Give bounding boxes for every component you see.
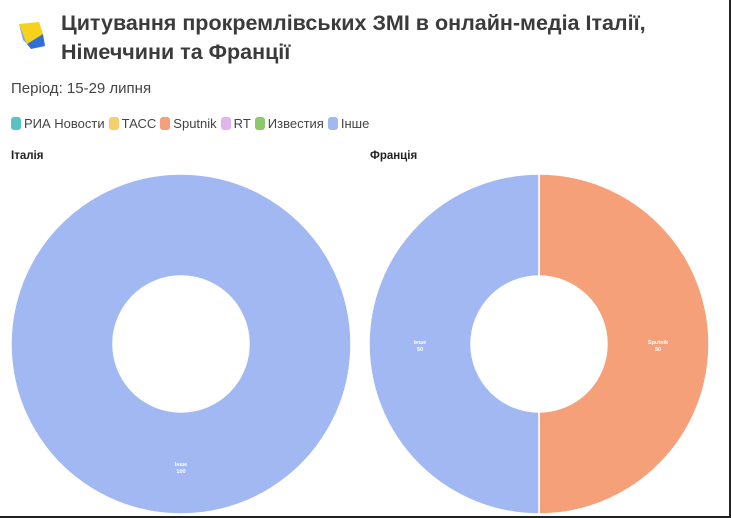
slice-label: Sputnik 50	[648, 340, 669, 353]
legend-swatch	[254, 117, 265, 130]
title-line-1: Цитування прокремлівських ЗМІ в онлайн-м…	[61, 11, 646, 35]
legend-swatch	[108, 117, 119, 130]
legend-item[interactable]: RT	[220, 116, 251, 131]
legend-label: Известия	[267, 116, 324, 131]
pie-slice[interactable]	[10, 173, 352, 515]
panel-title-italy: Італія	[11, 150, 44, 162]
pie-slice[interactable]	[538, 173, 710, 515]
legend-label: РИА Новости	[24, 116, 105, 131]
legend-item[interactable]: Известия	[254, 116, 324, 131]
legend: РИА Новости ТАСС Sputnik RT Известия Інше	[11, 116, 373, 131]
slice-label: Інше 100	[175, 462, 188, 475]
legend-swatch	[11, 117, 21, 130]
slice-label: Інше 50	[414, 340, 427, 353]
legend-item[interactable]: Sputnik	[160, 116, 217, 131]
legend-item[interactable]: ТАСС	[108, 116, 157, 131]
legend-label: Інше	[340, 116, 370, 131]
legend-swatch	[220, 117, 231, 130]
panel-title-france: Франція	[370, 150, 418, 162]
legend-item[interactable]: РИА Новости	[11, 116, 105, 131]
legend-item[interactable]: Інше	[327, 116, 370, 131]
legend-swatch	[160, 117, 171, 130]
period-label: Період: 15-29 липня	[11, 80, 152, 97]
legend-label: ТАСС	[121, 116, 157, 131]
legend-label: Sputnik	[173, 116, 217, 131]
pie-slice[interactable]	[368, 173, 540, 515]
chart-title: Цитування прокремлівських ЗМІ в онлайн-м…	[61, 9, 711, 67]
brand-logo-icon	[19, 22, 45, 49]
title-line-2: Німеччини та Франції	[61, 40, 291, 64]
legend-label: RT	[233, 116, 251, 131]
legend-swatch	[327, 117, 338, 130]
